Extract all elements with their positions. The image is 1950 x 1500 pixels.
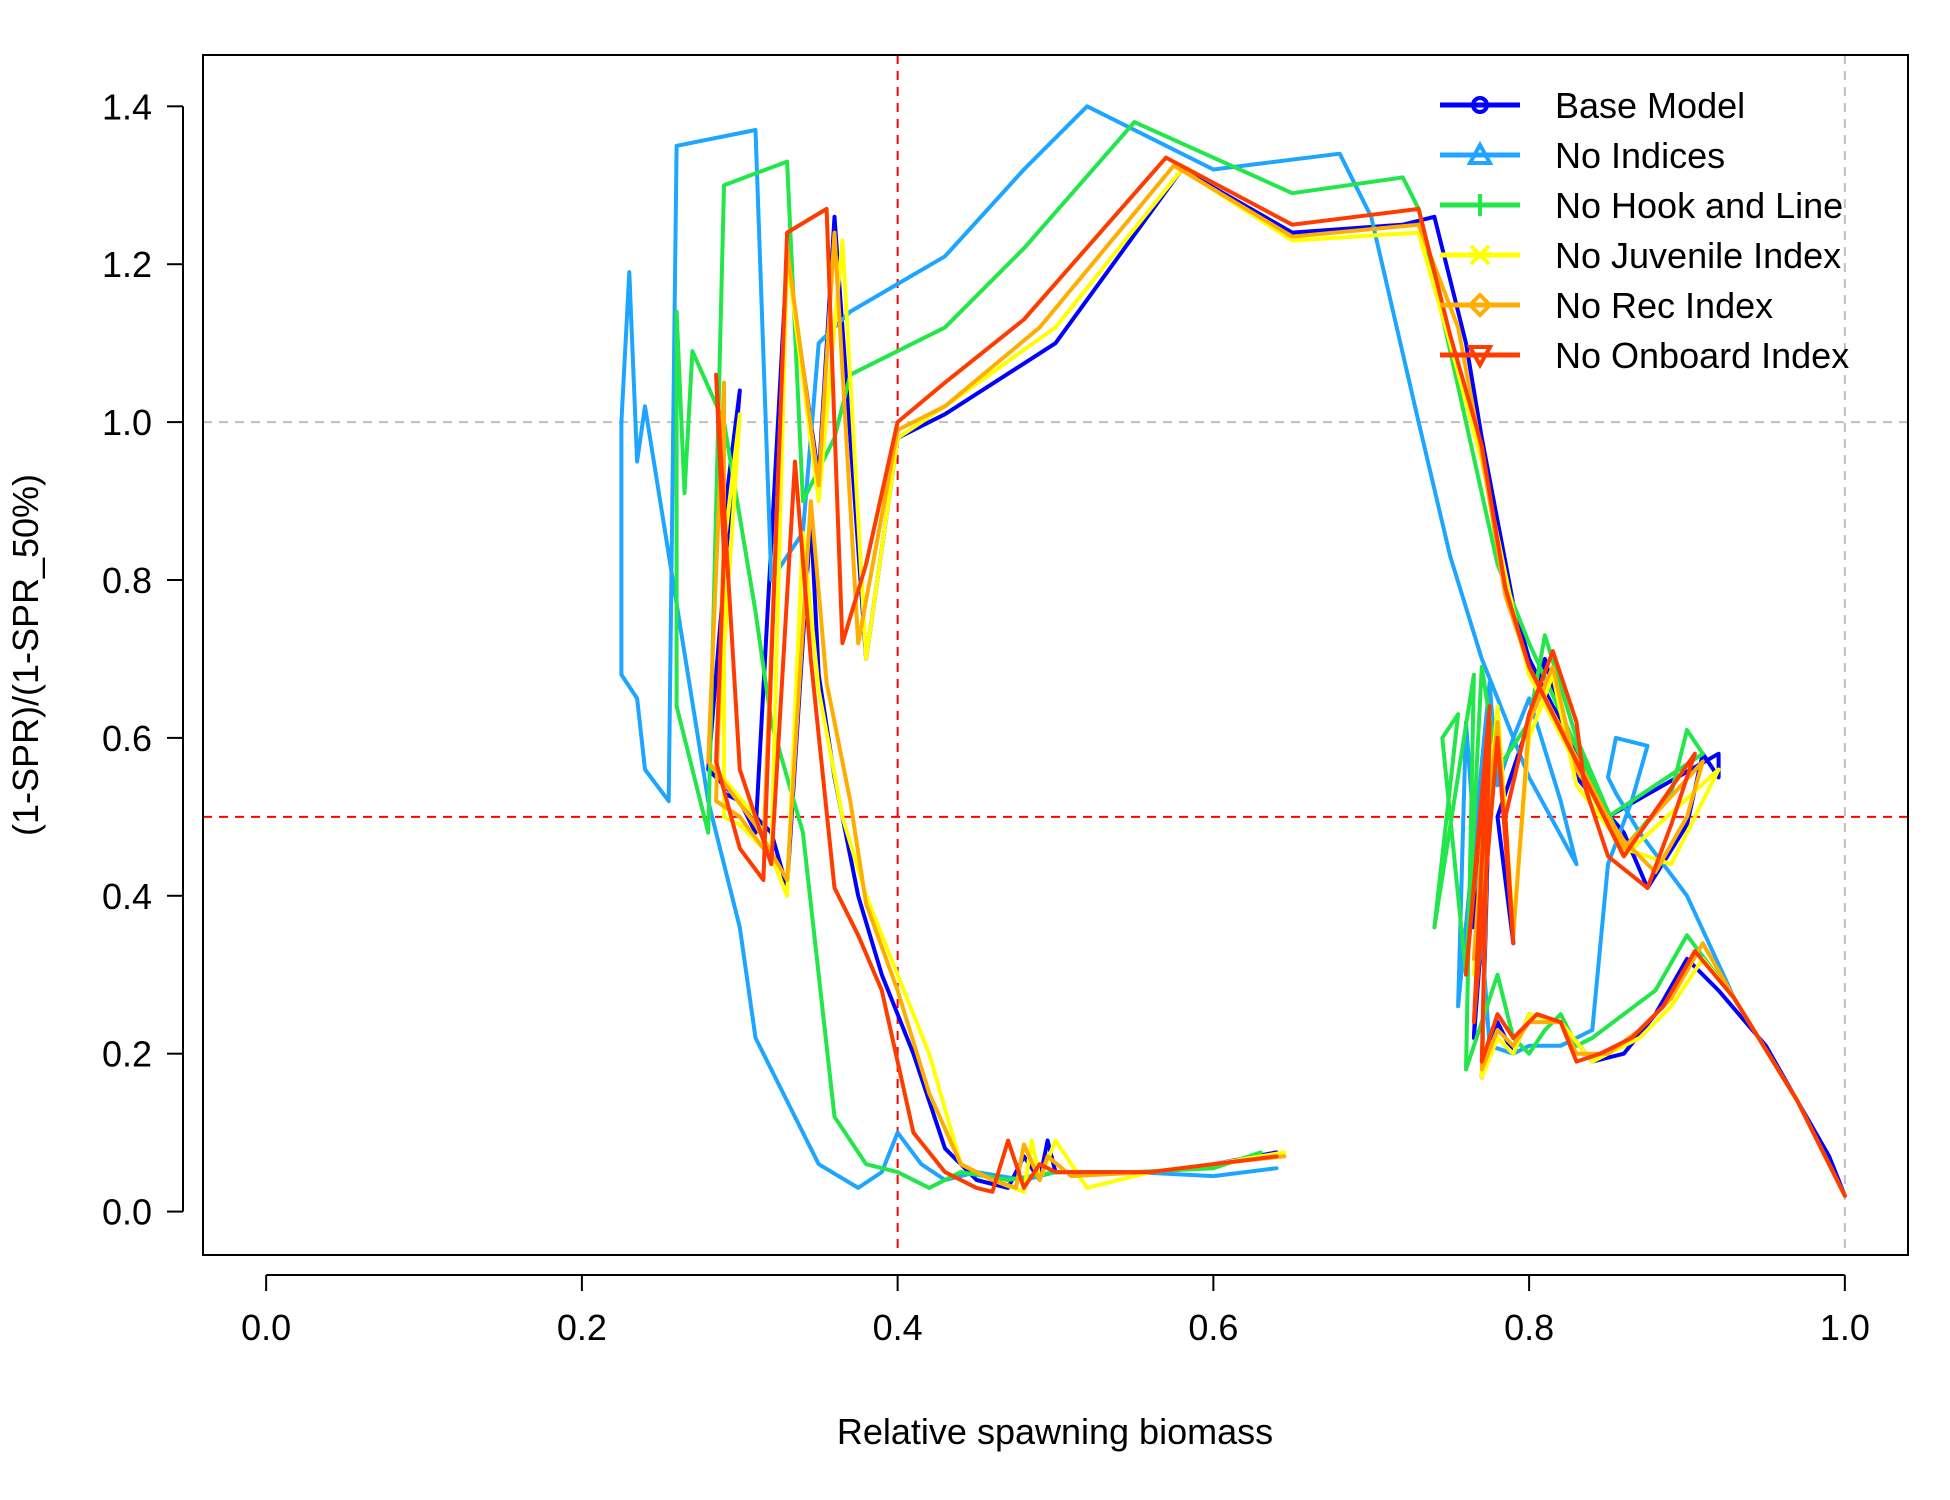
series-line-no-onboard-index bbox=[714, 155, 1847, 1198]
y-tick-label: 1.0 bbox=[102, 402, 152, 443]
legend-marker-circle bbox=[1471, 96, 1489, 114]
series-line-no-hook-and-line bbox=[674, 120, 1847, 1198]
y-tick-label: 1.2 bbox=[102, 244, 152, 285]
x-tick-label: 0.8 bbox=[1504, 1307, 1554, 1348]
legend: Base Model No Indices No Hook and Line No J… bbox=[1440, 85, 1849, 376]
series-line-no-indices bbox=[619, 104, 1847, 1198]
y-tick-label: 0.2 bbox=[102, 1034, 152, 1075]
legend-item: No Hook and Line bbox=[1440, 185, 1843, 226]
y-tick-label: 0.6 bbox=[102, 718, 152, 759]
legend-label: No Juvenile Index bbox=[1555, 235, 1841, 276]
legend-label: No Indices bbox=[1555, 135, 1725, 176]
legend-item: Base Model bbox=[1440, 85, 1745, 126]
x-axis: 0.0 0.2 0.4 0.6 0.8 1.0 bbox=[241, 1274, 1870, 1348]
legend-item: No Juvenile Index bbox=[1440, 235, 1841, 276]
legend-marker-diamond bbox=[1467, 292, 1493, 318]
x-tick-label: 0.0 bbox=[241, 1307, 291, 1348]
legend-label: No Hook and Line bbox=[1555, 185, 1843, 226]
y-tick-label: 1.4 bbox=[102, 86, 152, 127]
legend-label: No Rec Index bbox=[1555, 285, 1773, 326]
y-tick-label: 0.4 bbox=[102, 876, 152, 917]
legend-item: No Indices bbox=[1440, 135, 1725, 176]
series-line-base-model bbox=[706, 167, 1847, 1198]
legend-marker-triangle bbox=[1466, 140, 1494, 165]
series-line-no-rec-index bbox=[706, 163, 1847, 1198]
x-axis-title: Relative spawning biomass bbox=[837, 1411, 1273, 1452]
legend-item: No Rec Index bbox=[1440, 285, 1773, 326]
y-axis: 0.0 0.2 0.4 0.6 0.8 1.0 1.2 1.4 bbox=[102, 86, 184, 1233]
legend-label: Base Model bbox=[1555, 85, 1745, 126]
y-tick-label: 0.8 bbox=[102, 560, 152, 601]
y-tick-label: 0.0 bbox=[102, 1192, 152, 1233]
plot-frame bbox=[202, 54, 1909, 1256]
series-layer bbox=[619, 104, 1847, 1198]
y-axis-title: (1-SPR)/(1-SPR_50%) bbox=[5, 474, 46, 836]
x-tick-label: 0.2 bbox=[557, 1307, 607, 1348]
legend-item: No Onboard Index bbox=[1440, 335, 1849, 376]
legend-marker-plus bbox=[1469, 194, 1491, 216]
legend-label: No Onboard Index bbox=[1555, 335, 1849, 376]
x-tick-label: 0.4 bbox=[873, 1307, 923, 1348]
x-tick-label: 1.0 bbox=[1820, 1307, 1870, 1348]
legend-marker-triangle-down bbox=[1466, 345, 1494, 370]
legend-marker-cross bbox=[1469, 244, 1491, 266]
x-tick-label: 0.6 bbox=[1188, 1307, 1238, 1348]
